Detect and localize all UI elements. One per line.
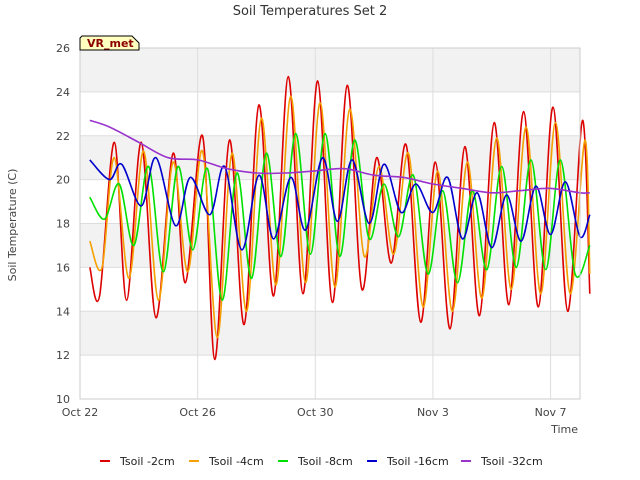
- legend-label-2: Tsoil -8cm: [297, 455, 353, 468]
- y-tick-label: 24: [56, 86, 70, 99]
- y-tick-label: 10: [56, 393, 70, 406]
- y-tick-label: 20: [56, 174, 70, 187]
- station-badge-label: VR_met: [87, 37, 134, 50]
- background-band: [80, 311, 580, 356]
- x-tick-label: Oct 26: [179, 406, 216, 419]
- x-axis-title: Time: [550, 423, 578, 436]
- plot-frame: [79, 47, 581, 400]
- series-line-1: [89, 95, 591, 339]
- series-lines: [89, 75, 591, 361]
- background-band: [80, 48, 580, 92]
- legend-label-1: Tsoil -4cm: [208, 455, 264, 468]
- x-tick-label: Nov 7: [535, 406, 567, 419]
- y-tick-label: 26: [56, 42, 70, 55]
- axes: 10 12 14 16 18 20 22 24 26 Oct 22 Oct 26 Oct 30 Nov …: [56, 42, 581, 419]
- legend-label-0: Tsoil -2cm: [119, 455, 175, 468]
- station-badge-box: [79, 35, 140, 51]
- x-tick-label: Nov 3: [417, 406, 449, 419]
- series-line-4: [89, 119, 590, 194]
- series-line-3: [89, 156, 591, 251]
- legend-label-3: Tsoil -16cm: [386, 455, 449, 468]
- y-tick-label: 22: [56, 130, 70, 143]
- legend: Tsoil -2cm Tsoil -4cm Tsoil -8cm Tsoil -16c…: [100, 455, 543, 468]
- y-tick-label: 14: [56, 305, 70, 318]
- y-axis-title: Soil Temperature (C): [6, 169, 19, 282]
- station-badge: VR_met: [79, 35, 140, 51]
- chart-title: Soil Temperatures Set 2: [233, 4, 388, 19]
- legend-label-4: Tsoil -32cm: [480, 455, 543, 468]
- x-tick-label: Oct 22: [62, 406, 99, 419]
- series-line-2: [89, 132, 591, 302]
- y-tick-label: 18: [56, 218, 70, 231]
- x-tick-label: Oct 30: [297, 406, 334, 419]
- y-tick-label: 16: [56, 261, 70, 274]
- y-tick-label: 12: [56, 349, 70, 362]
